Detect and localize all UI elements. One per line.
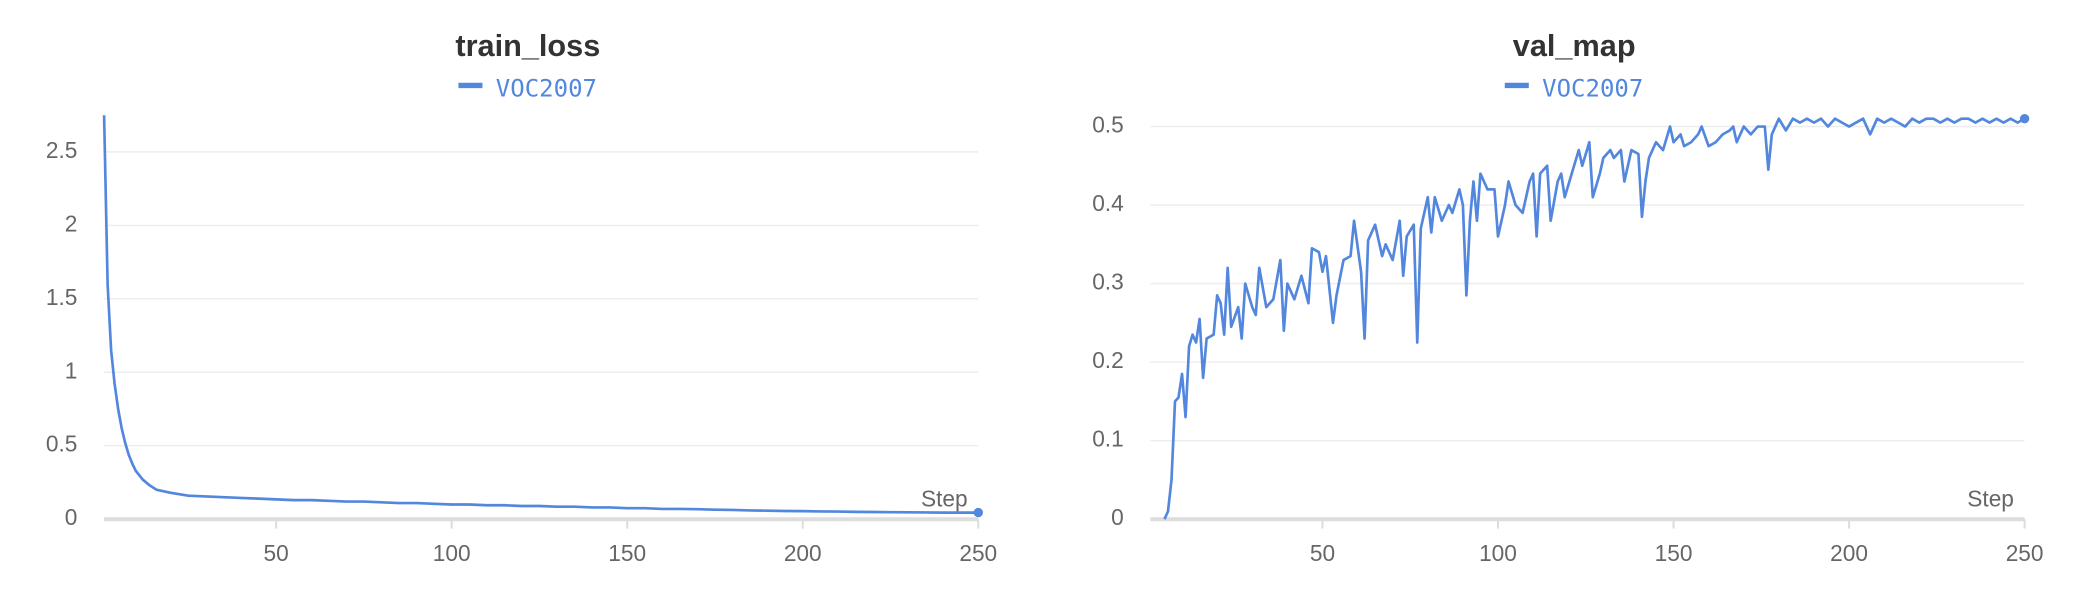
y-tick-label: 0.5 bbox=[1092, 112, 1124, 138]
x-tick-label: 100 bbox=[433, 540, 471, 566]
series-line bbox=[102, 115, 979, 514]
x-tick-label: 200 bbox=[784, 540, 822, 566]
x-tick-label: 250 bbox=[2006, 540, 2044, 566]
chart-title: train_loss bbox=[455, 28, 600, 63]
y-tick-label: 0.1 bbox=[1092, 426, 1124, 452]
y-tick-label: 2.5 bbox=[46, 137, 78, 163]
y-tick-label: 0 bbox=[1111, 504, 1124, 530]
y-tick-label: 2 bbox=[65, 210, 78, 236]
y-tick-label: 0.5 bbox=[46, 431, 78, 457]
last-point bbox=[2019, 113, 2030, 124]
x-axis-label: Step bbox=[921, 486, 968, 512]
x-axis-label: Step bbox=[1967, 486, 2014, 512]
x-tick-label: 200 bbox=[1830, 540, 1868, 566]
x-tick-label: 100 bbox=[1479, 540, 1517, 566]
chart-title: val_map bbox=[1513, 28, 1636, 63]
y-tick-label: 1 bbox=[65, 357, 78, 383]
x-tick-label: 150 bbox=[1655, 540, 1693, 566]
x-tick-label: 50 bbox=[264, 540, 289, 566]
last-point bbox=[973, 507, 983, 518]
x-tick-label: 250 bbox=[959, 540, 997, 566]
legend-label: VOC2007 bbox=[496, 74, 597, 102]
series-line bbox=[1163, 117, 2026, 520]
x-tick-label: 150 bbox=[608, 540, 646, 566]
x-tick-label: 50 bbox=[1310, 540, 1335, 566]
y-tick-label: 0.3 bbox=[1092, 269, 1124, 295]
y-tick-label: 0.2 bbox=[1092, 347, 1124, 373]
legend-label: VOC2007 bbox=[1542, 74, 1643, 102]
y-tick-label: 1.5 bbox=[46, 284, 78, 310]
y-tick-label: 0 bbox=[65, 504, 78, 530]
y-tick-label: 0.4 bbox=[1092, 190, 1124, 216]
